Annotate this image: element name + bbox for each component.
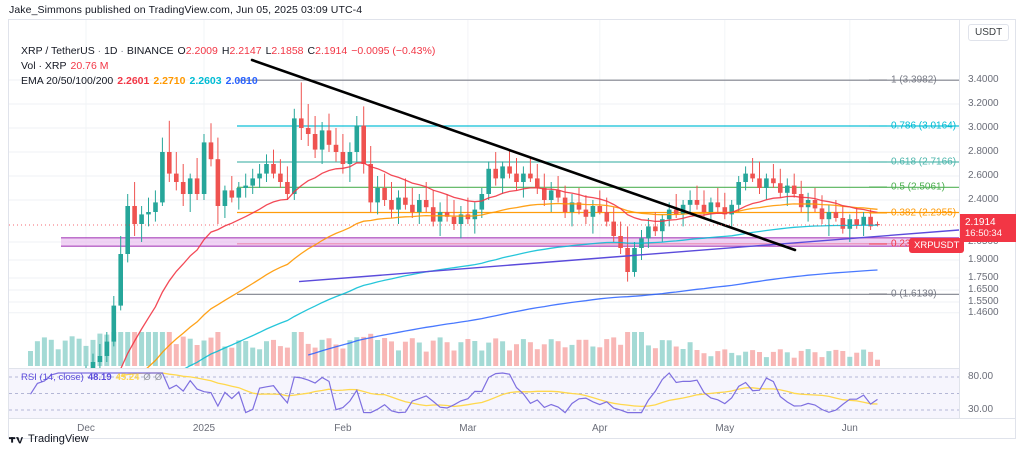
chart-frame[interactable]: USDT 3.4000 3.2000 3.0000 2.8000 2.6000 2.400… <box>8 19 1016 419</box>
rsi-ma-value: 45.24 <box>115 372 140 383</box>
fib-level-dash <box>869 125 887 127</box>
legend-interval[interactable]: 1D <box>104 45 118 57</box>
attribution-text: Jake_Simmons published on TradingView.co… <box>9 4 363 16</box>
price-tick: 1.5500 <box>968 296 999 307</box>
rsi-label: RSI (14, close) <box>21 372 84 383</box>
footer-brand-text: TradingView <box>28 433 89 445</box>
current-price-time: 16:50:34 <box>965 228 1002 239</box>
time-tick: Apr <box>592 423 608 434</box>
ema-label: EMA 20/50/100/200 <box>21 75 114 87</box>
rsi-tick: 30.00 <box>968 404 994 415</box>
volume-label: Vol · XRP <box>21 60 67 72</box>
current-price-tag[interactable]: 2.1914 16:50:34 <box>960 214 1016 242</box>
fib-level-label: 1 (3.3982) <box>891 74 937 86</box>
fib-level-dash <box>869 212 887 213</box>
rsi-legend-row[interactable]: RSI (14, close) 48.19 45.24 Ø Ø <box>21 371 162 384</box>
settings-circle-icon[interactable]: Ø <box>143 372 151 383</box>
tradingview-logo-icon <box>9 436 23 443</box>
price-tick: 2.4000 <box>968 194 999 205</box>
fib-level-dash <box>869 243 887 245</box>
ohlc-low-label: L <box>265 45 272 57</box>
legend-volume-row[interactable]: Vol · XRP 20.76 M <box>21 60 435 73</box>
fib-level-dash <box>869 161 887 163</box>
ema100-value: 2.2603 <box>189 75 222 87</box>
ohlc-high-label: H <box>221 45 230 57</box>
price-pane[interactable] <box>9 20 959 368</box>
rsi-plot[interactable] <box>9 369 959 418</box>
ohlc-close-value: 2.1914 <box>315 45 348 57</box>
fib-level-dash <box>869 79 887 81</box>
settings-circle-icon-2[interactable]: Ø <box>154 372 163 383</box>
price-plot[interactable] <box>9 20 959 368</box>
rsi-legend: RSI (14, close) 48.19 45.24 Ø Ø <box>21 371 162 384</box>
fib-level-label: 0.5 (2.5061) <box>891 181 945 193</box>
pane-divider <box>9 368 959 369</box>
price-tick: 2.8000 <box>968 146 999 157</box>
rsi-pane[interactable] <box>9 369 959 418</box>
price-tick: 2.6000 <box>968 170 999 181</box>
price-tick: 1.6500 <box>968 284 999 295</box>
volume-value: 20.76 M <box>70 60 109 72</box>
rsi-value: 48.19 <box>87 372 112 383</box>
legend-exchange: BINANCE <box>126 45 174 57</box>
time-tick: Jun <box>841 423 858 434</box>
fib-level-label: 0 (1.6139) <box>891 288 937 300</box>
ohlc-open-label: O <box>177 45 186 57</box>
ema20-value: 2.2601 <box>117 75 150 87</box>
footer-branding[interactable]: TradingView <box>9 433 89 445</box>
price-axis[interactable]: USDT 3.4000 3.2000 3.0000 2.8000 2.6000 2.400… <box>959 20 1016 418</box>
time-tick: Mar <box>459 423 477 434</box>
price-tick: 3.4000 <box>968 74 999 85</box>
time-tick: Feb <box>334 423 352 434</box>
legend-symbol-row[interactable]: XRP / TetherUS · 1D · BINANCE O2.2009 H2.2… <box>21 45 436 57</box>
fib-level-dash <box>869 186 887 188</box>
time-tick: 2025 <box>192 423 216 434</box>
time-tick: May <box>715 423 735 434</box>
current-price-value: 2.1914 <box>965 217 996 228</box>
legend-symbol[interactable]: XRP / TetherUS <box>21 45 95 57</box>
price-tick: 3.2000 <box>968 98 999 109</box>
ohlc-open-value: 2.2009 <box>185 45 218 57</box>
time-tick: Dec <box>77 423 95 434</box>
ohlc-close-label: C <box>307 45 316 57</box>
ohlc-high-value: 2.2147 <box>229 45 262 57</box>
price-tick: 1.7500 <box>968 272 999 283</box>
time-axis[interactable]: Dec 2025 Feb Mar Apr May Jun <box>8 419 1016 439</box>
price-tick: 1.4600 <box>968 306 999 318</box>
symbol-price-tag: XRPUSDT <box>909 238 965 253</box>
ohlc-low-value: 2.1858 <box>271 45 304 57</box>
legend-ema-row[interactable]: EMA 20/50/100/200 2.2601 2.2710 2.2603 2.081… <box>21 75 435 88</box>
ohlc-change-value: −0.0095 (−0.43%) <box>351 45 436 57</box>
ema50-value: 2.2710 <box>153 75 186 87</box>
ema200-value: 2.0810 <box>225 75 258 87</box>
fib-level-label: 0.786 (3.0164) <box>891 120 957 132</box>
fib-level-label: 0.618 (2.7166) <box>891 156 957 168</box>
price-tick: 1.9000 <box>968 254 999 265</box>
chart-legend: XRP / TetherUS · 1D · BINANCE O2.2009 H2.2… <box>21 45 435 88</box>
rsi-tick: 80.00 <box>968 371 994 382</box>
price-tick: 3.0000 <box>968 122 999 133</box>
fib-level-label: 0.382 (2.2955) <box>891 207 957 218</box>
fib-level-dash <box>869 293 887 295</box>
currency-unit-label: USDT <box>968 24 1010 41</box>
